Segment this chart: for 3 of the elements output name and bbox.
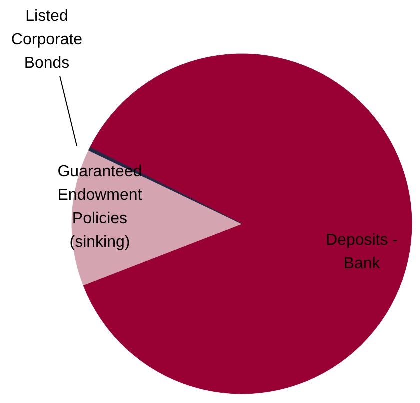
slice-label: Guaranteed Endowment Policies (sinking): [58, 164, 143, 252]
slice-label: Listed Corporate Bonds: [11, 8, 83, 72]
slice-label: Deposits - Bank: [326, 232, 398, 273]
